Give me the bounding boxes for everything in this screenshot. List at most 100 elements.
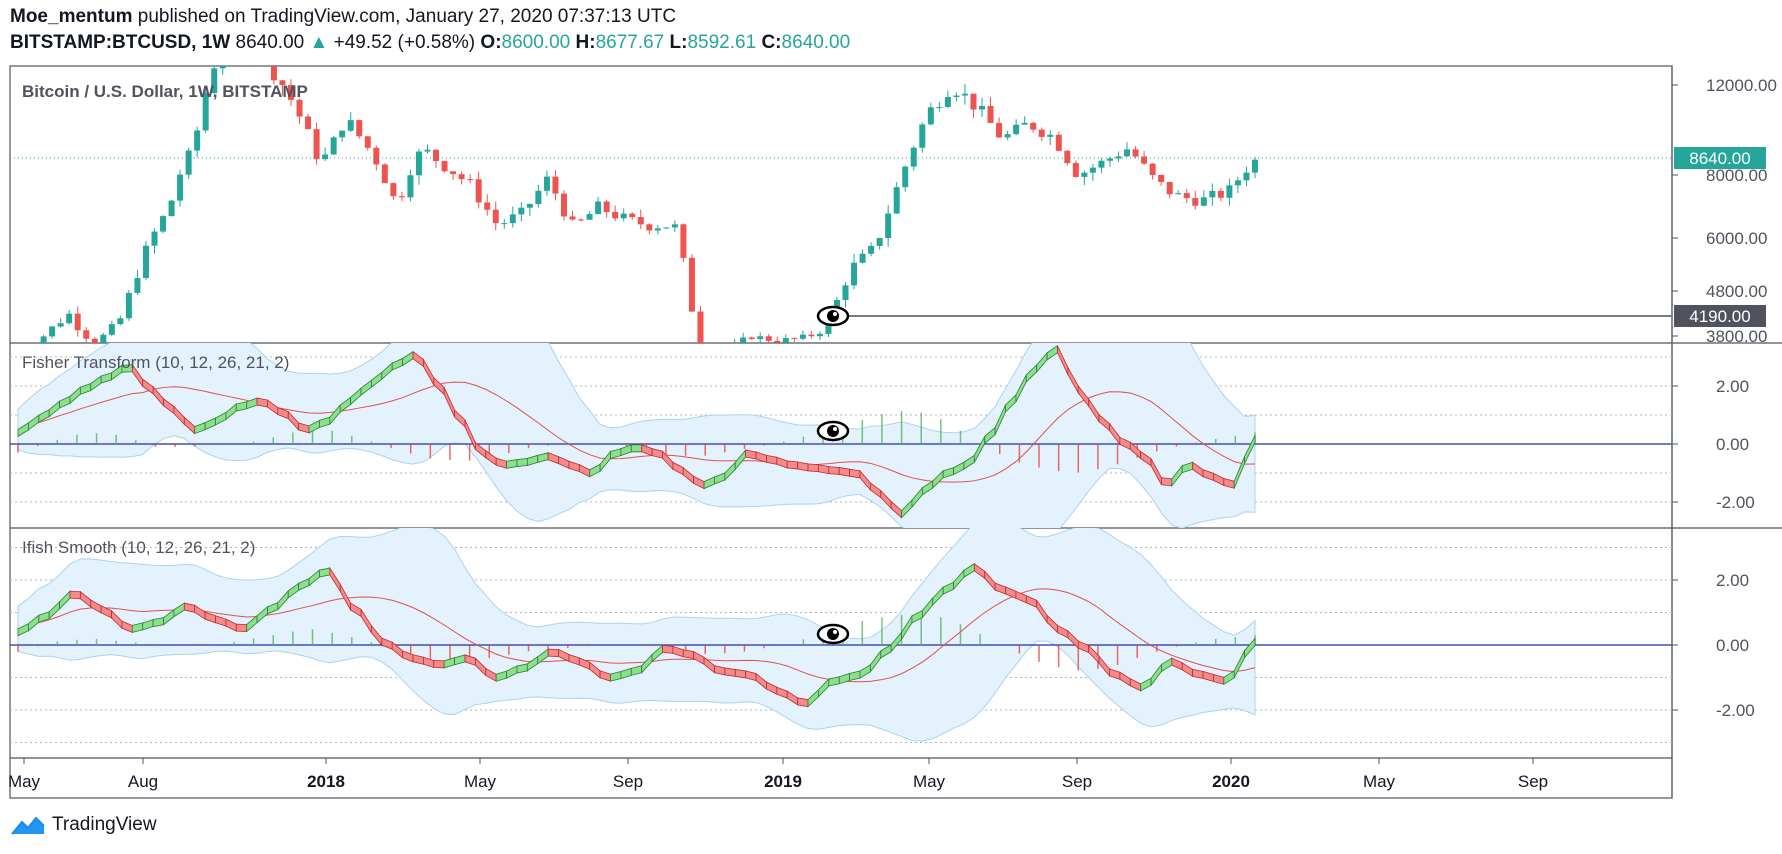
candle-body	[160, 216, 167, 232]
candle-body	[509, 214, 516, 224]
candle-body	[543, 176, 550, 191]
candle-body	[535, 190, 542, 205]
y-tick-label: 0.00	[1716, 435, 1749, 454]
candle-body	[680, 224, 687, 258]
fisher-ribbon	[682, 649, 695, 660]
candle-body	[851, 262, 858, 286]
fisher-ribbon	[838, 466, 850, 477]
fisher-ribbon	[745, 449, 757, 460]
candle-body	[168, 200, 175, 217]
x-tick-label: 2018	[307, 772, 345, 791]
candle-body	[424, 149, 431, 152]
candle-body	[1234, 180, 1241, 186]
signal-line	[17, 381, 1256, 483]
candle-body	[757, 336, 764, 340]
fisher-ribbon	[433, 660, 445, 669]
candle-body	[1098, 160, 1105, 168]
author-name[interactable]: Moe_mentum	[10, 6, 133, 27]
fisher-ribbon	[786, 460, 799, 470]
candle-body	[492, 209, 499, 224]
candle-body	[373, 147, 380, 165]
x-tick-label: 2020	[1212, 772, 1250, 791]
candle-body	[66, 313, 73, 324]
candle-body	[825, 318, 832, 334]
price-change: +49.52 (+0.58%)	[333, 32, 476, 53]
x-tick-label: Aug	[128, 772, 158, 791]
tradingview-logo-icon[interactable]	[10, 814, 46, 836]
candle-body	[211, 68, 218, 94]
candle-body	[646, 224, 653, 231]
low-label: L:	[669, 32, 688, 53]
candle-body	[748, 337, 755, 340]
candle-body	[902, 166, 909, 188]
candle-body	[305, 116, 312, 130]
candle-body	[697, 311, 704, 343]
candle-body	[936, 106, 943, 108]
candle-body	[237, 26, 243, 33]
eye-icon	[816, 623, 850, 645]
price-pane-title: Bitcoin / U.S. Dollar, 1W, BITSTAMP	[22, 82, 308, 101]
eye-pupil	[827, 425, 839, 437]
candle-body	[961, 93, 968, 96]
candle-body	[1141, 156, 1148, 164]
candle-body	[919, 124, 926, 148]
low-value: 8592.61	[687, 32, 757, 53]
candle-body	[398, 196, 405, 198]
footer: TradingView	[10, 814, 157, 836]
candle-body	[49, 326, 56, 337]
candle-body	[612, 211, 619, 219]
candle-body	[142, 245, 149, 279]
candle-body	[953, 95, 960, 98]
eye-pupil	[827, 628, 839, 640]
fisher-ribbon	[734, 668, 747, 679]
candle-body	[765, 336, 772, 341]
fisher-ribbon	[516, 457, 528, 468]
candle-body	[595, 201, 602, 215]
candle-body	[620, 213, 627, 219]
y-tick-label: 6000.00	[1706, 229, 1767, 248]
candle-body	[339, 130, 346, 138]
y-tick-label: 2.00	[1716, 571, 1749, 590]
candle-body	[484, 202, 491, 210]
candle-body	[1175, 193, 1182, 195]
candle-body	[467, 179, 474, 181]
candle-body	[228, 33, 234, 51]
candle-body	[177, 174, 184, 201]
candle-body	[688, 257, 695, 312]
fisher-ribbon	[630, 444, 643, 453]
hline-label: 4190.00	[1689, 307, 1750, 326]
candle-body	[501, 223, 508, 225]
candle-body	[202, 93, 209, 131]
candle-body	[1226, 185, 1233, 198]
candle-body	[330, 137, 337, 155]
candle-body	[322, 154, 329, 160]
candle-body	[125, 292, 132, 319]
candle-body	[782, 337, 789, 343]
fisher-ribbon	[807, 463, 819, 473]
candle-body	[1217, 190, 1224, 198]
candle-body	[1021, 122, 1028, 125]
candle-body	[885, 213, 892, 239]
y-tick-label: -2.00	[1716, 493, 1755, 512]
candle-body	[91, 338, 98, 343]
candle-body	[927, 107, 934, 125]
candle-body	[518, 207, 525, 215]
candle-body	[475, 179, 482, 203]
x-tick-label: Sep	[1062, 772, 1092, 791]
candle-body	[663, 227, 670, 229]
eye-glint	[833, 312, 837, 316]
high-label: H:	[575, 32, 596, 53]
candle-body	[893, 187, 900, 214]
candle-body	[270, 66, 277, 81]
indicator-title: Fisher Transform (10, 12, 26, 21, 2)	[22, 353, 289, 372]
candle-body	[799, 334, 806, 339]
eye-glint	[833, 630, 837, 634]
footer-brand[interactable]: TradingView	[52, 814, 157, 835]
candle-body	[910, 147, 917, 167]
candle-body	[347, 120, 354, 131]
up-arrow-icon: ▲	[309, 32, 329, 53]
candle-body	[654, 228, 661, 231]
candle-body	[441, 161, 448, 172]
candle-body	[996, 122, 1003, 138]
